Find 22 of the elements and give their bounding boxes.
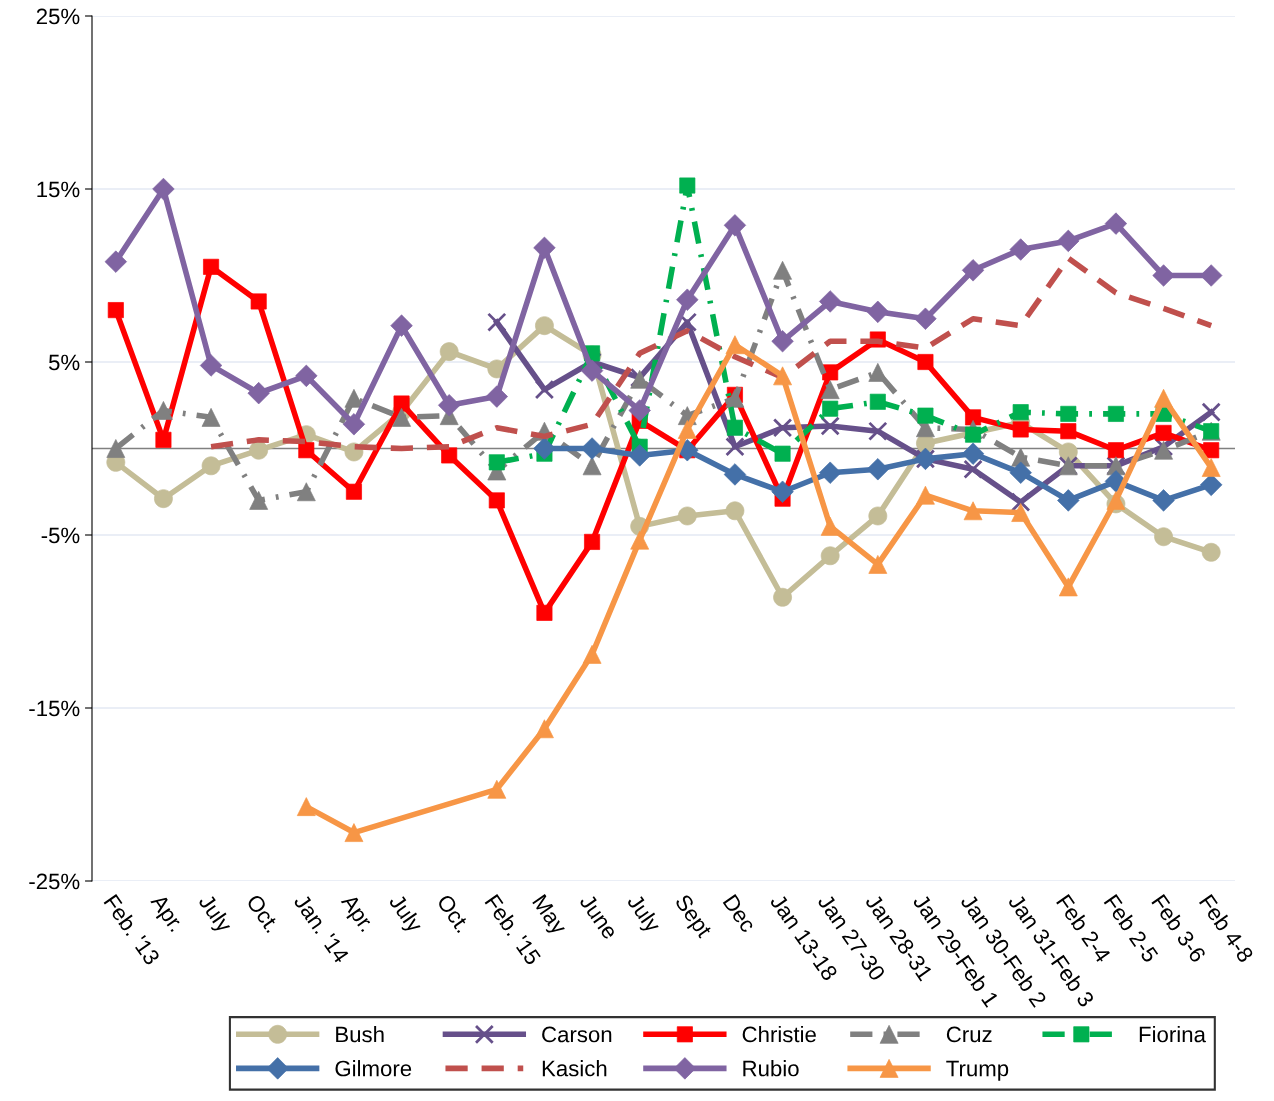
legend-label: Christie — [742, 1026, 816, 1043]
y-tick-label: -15% — [29, 700, 80, 717]
x-tick-label: Oct. — [436, 893, 471, 934]
x-tick-label: Oct. — [245, 893, 281, 934]
y-tick-label: -25% — [29, 873, 80, 890]
legend-label: Bush — [336, 1026, 384, 1043]
legend-label: Trump — [946, 1060, 1009, 1081]
legend-label: Rubio — [743, 1060, 799, 1077]
legend-label: Kasich — [542, 1060, 607, 1077]
x-tick-label: July — [194, 892, 234, 937]
y-tick-label: 5% — [48, 354, 80, 371]
y-tick-label: 15% — [37, 181, 80, 198]
y-tick-label: -5% — [41, 527, 80, 544]
legend-label: Cruz — [946, 1026, 992, 1043]
x-tick-label: July — [384, 892, 425, 937]
legend-label: Carson — [542, 1026, 612, 1043]
x-tick-label: Apr. — [336, 892, 375, 935]
legend-label: Fiorina — [1139, 1026, 1206, 1043]
x-tick-label: July — [622, 892, 663, 937]
legend-label: Gilmore — [335, 1060, 412, 1077]
y-tick-label: 25% — [36, 8, 80, 25]
x-tick-label: Apr. — [146, 892, 185, 935]
